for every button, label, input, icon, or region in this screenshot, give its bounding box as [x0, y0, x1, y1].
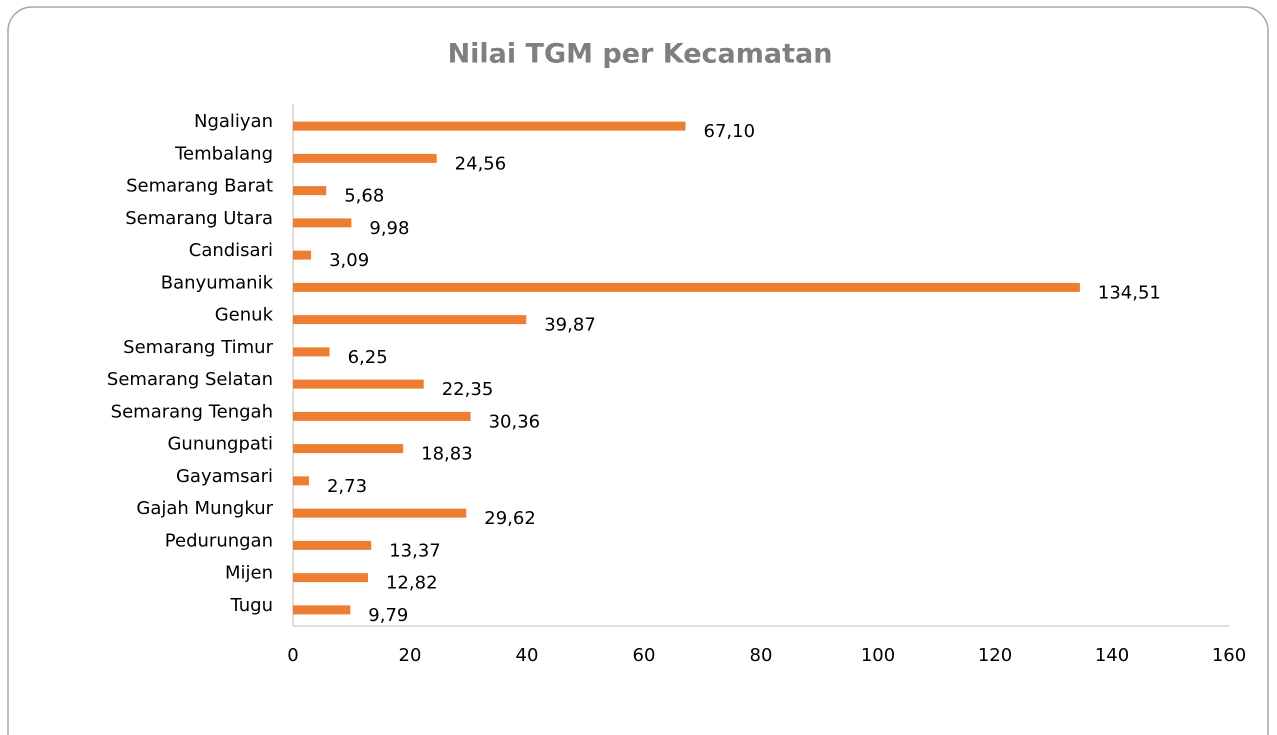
bar — [293, 218, 352, 228]
data-label: 6,25 — [348, 347, 388, 368]
bar — [293, 411, 471, 421]
y-tick-label: Banyumanik — [161, 272, 274, 293]
x-tick-label: 160 — [1212, 645, 1246, 666]
bar — [293, 379, 424, 389]
bar — [293, 347, 330, 357]
chart-title: Nilai TGM per Kecamatan — [448, 39, 833, 70]
bar — [293, 186, 327, 196]
x-tick-label: 120 — [978, 645, 1012, 666]
y-tick-label: Semarang Timur — [123, 337, 273, 358]
y-tick-label: Mijen — [225, 563, 273, 584]
y-tick-label: Semarang Tengah — [111, 401, 273, 422]
x-tick-label: 80 — [750, 645, 773, 666]
bar — [293, 605, 351, 615]
bar — [293, 250, 312, 260]
data-label: 5,68 — [344, 186, 384, 207]
bar — [293, 282, 1080, 292]
y-tick-label: Tembalang — [174, 143, 273, 164]
bar — [293, 153, 437, 163]
bar — [293, 508, 467, 518]
data-label: 3,09 — [329, 250, 369, 271]
x-tick-label: 60 — [633, 645, 656, 666]
y-tick-label: Candisari — [189, 240, 273, 261]
data-label: 67,10 — [704, 121, 756, 142]
y-tick-label: Tugu — [229, 595, 273, 616]
y-tick-label: Semarang Selatan — [107, 369, 273, 390]
y-tick-label: Gayamsari — [176, 466, 273, 487]
bar — [293, 444, 404, 454]
data-label: 134,51 — [1098, 282, 1161, 303]
data-label: 30,36 — [489, 411, 541, 432]
x-tick-label: 20 — [399, 645, 422, 666]
y-tick-label: Semarang Utara — [125, 208, 273, 229]
data-label: 24,56 — [455, 153, 507, 174]
y-tick-label: Gajah Mungkur — [136, 498, 273, 519]
data-label: 9,98 — [369, 218, 409, 239]
x-tick-label: 140 — [1095, 645, 1129, 666]
bar — [293, 573, 368, 583]
bar — [293, 540, 372, 550]
x-tick-label: 100 — [861, 645, 895, 666]
y-tick-label: Gunungpati — [167, 434, 273, 455]
y-tick-label: Genuk — [215, 305, 274, 326]
bar — [293, 315, 527, 325]
x-tick-label: 40 — [516, 645, 539, 666]
data-label: 22,35 — [442, 379, 494, 400]
data-label: 9,79 — [368, 605, 408, 626]
data-label: 2,73 — [327, 476, 367, 497]
data-label: 18,83 — [421, 444, 473, 465]
y-tick-label: Pedurungan — [165, 530, 273, 551]
x-tick-label: 0 — [287, 645, 298, 666]
bar — [293, 121, 686, 131]
data-label: 12,82 — [386, 573, 438, 594]
data-label: 13,37 — [389, 540, 441, 561]
data-label: 29,62 — [484, 508, 536, 529]
data-label: 39,87 — [544, 315, 596, 336]
y-tick-label: Semarang Barat — [126, 176, 273, 197]
bar — [293, 476, 309, 486]
y-tick-label: Ngaliyan — [194, 111, 273, 132]
